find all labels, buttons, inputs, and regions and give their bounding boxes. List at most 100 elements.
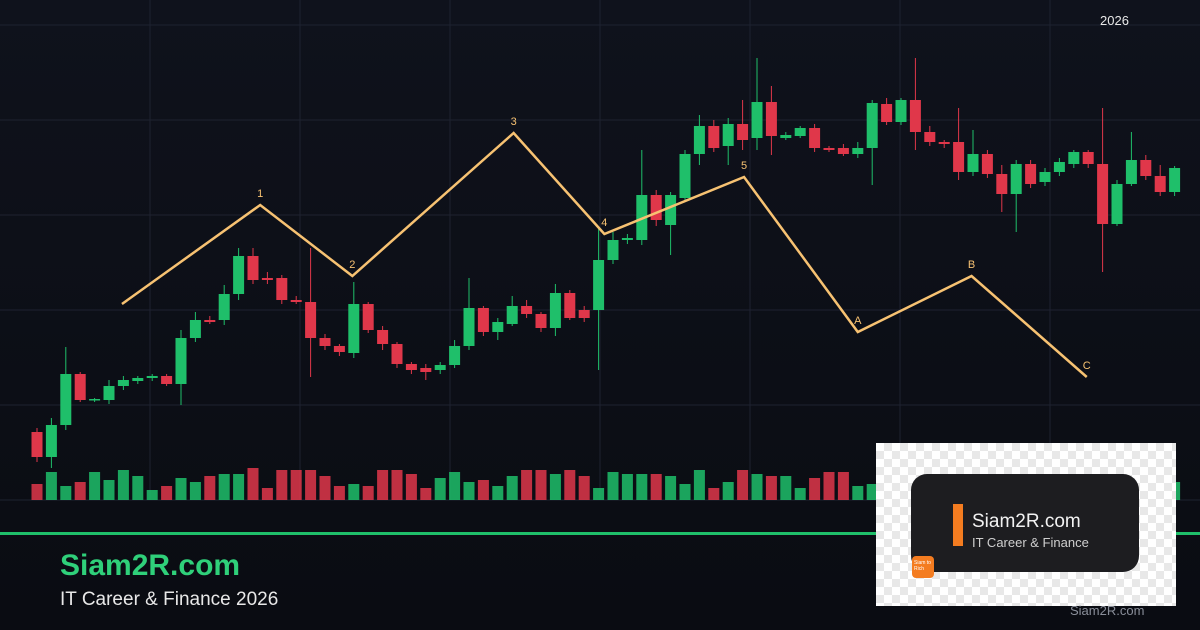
candle-body <box>881 104 893 122</box>
candle-body <box>434 365 446 370</box>
candle-body <box>722 124 734 146</box>
candle-body <box>823 148 835 150</box>
volume-bar <box>60 486 72 500</box>
volume-bar <box>765 476 777 500</box>
candle-body <box>74 374 86 400</box>
wave-line <box>121 131 1088 378</box>
candle-body <box>679 154 691 198</box>
wave-label: C <box>1083 360 1091 372</box>
volume-bar <box>823 472 835 500</box>
candle-body <box>60 374 72 425</box>
candle-body <box>967 154 979 172</box>
candle-body <box>549 293 561 328</box>
volume-bar <box>45 472 57 500</box>
volume-bar <box>218 474 230 500</box>
candle-body <box>261 278 273 280</box>
grid <box>0 0 1200 501</box>
volume-bar <box>809 478 821 500</box>
candle-body <box>650 195 662 220</box>
wave-label: 5 <box>741 160 747 172</box>
volume-bar <box>852 486 864 500</box>
volume-bar <box>751 474 763 500</box>
watermark: Siam2R.com <box>1070 603 1145 618</box>
volume-bar <box>132 476 144 500</box>
volume-bar <box>305 470 317 500</box>
volume-bar <box>333 486 345 500</box>
separator <box>0 532 1200 535</box>
candle-body <box>204 320 216 322</box>
candle-body <box>377 330 389 344</box>
candle-body <box>319 338 331 346</box>
candle-body <box>1169 168 1181 192</box>
candle-body <box>578 310 590 318</box>
volume-bar <box>175 478 187 500</box>
volume-bar <box>146 490 158 500</box>
candle-body <box>463 308 475 346</box>
volume-bar <box>247 468 259 500</box>
candle-body <box>924 132 936 142</box>
candle-body <box>189 320 201 338</box>
volume-bar <box>521 470 533 500</box>
volume-bar <box>89 472 101 500</box>
candle-body <box>1010 164 1022 194</box>
candle-body <box>1140 160 1152 176</box>
volume-bar <box>463 482 475 500</box>
volume-bar <box>117 470 129 500</box>
candle-body <box>564 293 576 318</box>
wave-label: 2 <box>349 259 355 271</box>
candle-body <box>837 148 849 154</box>
candle-body <box>391 344 403 364</box>
volume-bar <box>477 480 489 500</box>
volume-bar <box>405 474 417 500</box>
candle-body <box>362 304 374 330</box>
candle-body <box>780 135 792 138</box>
candle-body <box>1125 160 1137 184</box>
candle-body <box>1082 152 1094 164</box>
period-label: 2026 <box>1100 13 1129 28</box>
candle-body <box>852 148 864 154</box>
candle-body <box>1039 172 1051 182</box>
volume-bar <box>650 474 662 500</box>
volume-bar <box>837 472 849 500</box>
volume-bar <box>866 484 878 500</box>
candle-body <box>809 128 821 148</box>
candle-body <box>1025 164 1037 184</box>
volume-bar <box>377 470 389 500</box>
candle-body <box>521 306 533 314</box>
candle-body <box>765 102 777 136</box>
volume-bar <box>621 474 633 500</box>
volume-bar <box>535 470 547 500</box>
candle-body <box>103 386 115 400</box>
logo-icon: Siam to Rich <box>912 556 934 578</box>
candle-body <box>665 195 677 225</box>
candle-body <box>161 376 173 384</box>
wave-label: B <box>968 259 975 271</box>
candle-body <box>1111 184 1123 224</box>
candle-body <box>449 346 461 365</box>
volume-bar <box>794 488 806 500</box>
candle-body <box>751 102 763 138</box>
volume-bar <box>708 488 720 500</box>
candle-body <box>693 126 705 154</box>
volume-bar <box>737 470 749 500</box>
candle-body <box>607 240 619 260</box>
candle-body <box>132 378 144 381</box>
candle-body <box>794 128 806 136</box>
candle-body <box>89 399 101 401</box>
candle-body <box>31 432 43 457</box>
candle-body <box>233 256 245 294</box>
volume-bar <box>362 486 374 500</box>
candle-body <box>1097 164 1109 224</box>
candle-body <box>276 278 288 300</box>
volume-bar <box>578 476 590 500</box>
wave-label: A <box>854 315 862 327</box>
logo-bar <box>953 504 963 546</box>
volume-bar <box>636 474 648 500</box>
logo-title: Siam2R.com <box>972 511 1081 532</box>
volume-bar <box>434 478 446 500</box>
logo-card: Siam2R.com IT Career & Finance Siam to R… <box>911 474 1139 578</box>
volume-bar <box>420 488 432 500</box>
candle-body <box>981 154 993 174</box>
volume-bar <box>348 484 360 500</box>
candle-body <box>146 376 158 378</box>
